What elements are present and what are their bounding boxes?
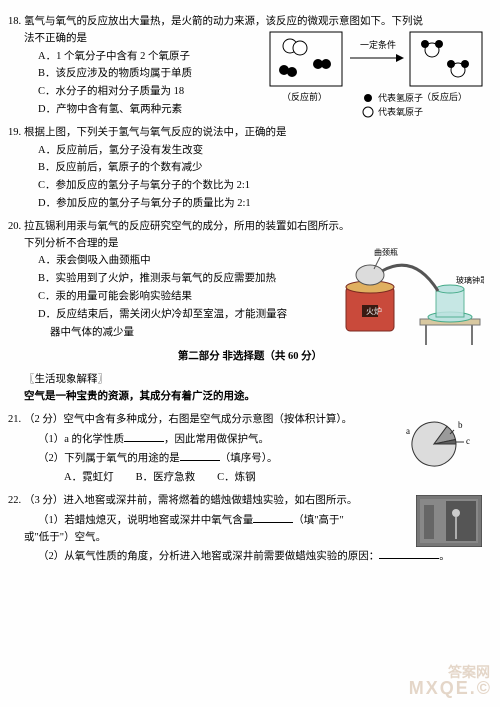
q21-number: 21. <box>8 412 21 429</box>
q21-figure: a b c <box>396 414 482 477</box>
q18-reaction-diagram: 一定条件 （反应前） （反应后） 代表氧原子 代表氢原子 <box>268 30 486 124</box>
q19-opt-c: C．参加反应的氢分子与氧分子的个数比为 2:1 <box>38 178 476 195</box>
q21-s1b: ，因此常用做保护气。 <box>164 434 269 445</box>
bell-jar-label: 玻璃钟罩 <box>456 275 484 285</box>
cellar-candle <box>416 495 482 547</box>
question-19: 19. 根据上图，下列关于氢气与氧气反应的说法中，正确的是 A．反应前后，氢分子… <box>24 125 476 213</box>
q18-right-box-label: （反应后） <box>422 91 467 102</box>
q21-s2: （2）下列属于氧气的用途的是 <box>38 453 180 464</box>
lavoisier-apparatus: 玻璃钟罩 火炉 曲颈瓶 <box>334 241 484 351</box>
air-pie-chart: a b c <box>396 414 482 470</box>
q21-opt-c: C．炼钢 <box>217 470 256 487</box>
arrow-label-text: 一定条件 <box>360 39 396 50</box>
watermark: MXQE.© <box>409 674 492 703</box>
q19-opt-a: A．反应前后，氢分子没有发生改变 <box>38 143 476 160</box>
q21-s2t: （填序号）。 <box>220 453 278 464</box>
q19-opt-d: D．参加反应的氢分子与氧分子的质量比为 2:1 <box>38 196 476 213</box>
q22-s1a: （1）若蜡烛熄灭，说明地窖或深井中氧气含量 <box>38 515 253 526</box>
furnace-label-icon: 火炉 <box>366 306 382 316</box>
q22-s2a: （2）从氧气性质的角度，分析进入地窖或深井前需要做蜡烛实验的原因： <box>38 551 379 562</box>
question-21: 21. （2 分）空气中含有多种成分，右图是空气成分示意图（按体积计算）。 （1… <box>24 412 476 487</box>
question-18: 18. 氢气与氧气的反应放出大量热，是火箭的动力来源，该反应的微观示意图如下。下… <box>24 14 476 119</box>
q22-stem: （3 分）进入地窖或深井前，需将燃着的蜡烛做蜡烛实验，如右图所示。 <box>24 493 476 510</box>
q18-left-box-label: （反应前） <box>282 91 327 102</box>
q19-stem: 根据上图，下列关于氢气与氧气反应的说法中，正确的是 <box>24 125 476 142</box>
question-20: 20. 拉瓦锡利用汞与氧气的反应研究空气的成分，所用的装置如右图所示。 下列分析… <box>24 219 476 342</box>
q18-stem1: 氢气与氧气的反应放出大量热，是火箭的动力来源，该反应的微观示意图如下。下列说 <box>24 14 476 31</box>
question-22: 22. （3 分）进入地窖或深井前，需将燃着的蜡烛做蜡烛实验，如右图所示。 （1… <box>24 493 476 566</box>
retort-label: 曲颈瓶 <box>374 247 398 257</box>
q22-s1c: 或"低于"）空气。 <box>24 530 476 547</box>
blank-2 <box>180 450 220 461</box>
topic-category: 〖生活现象解释〗 <box>24 372 476 389</box>
q20-stem1: 拉瓦锡利用汞与氧气的反应研究空气的成分，所用的装置如右图所示。 <box>24 219 476 236</box>
legend-oxygen: 代表氧原子 <box>378 106 423 117</box>
topic-bold: 空气是一种宝贵的资源，其成分有着广泛的用途。 <box>24 389 476 406</box>
pie-label-a: a <box>406 426 410 436</box>
pie-label-c: c <box>466 436 470 446</box>
q21-opt-b: B．医疗急救 <box>136 470 196 487</box>
q18-number: 18. <box>8 14 21 31</box>
q21-s1a: （1）a 的化学性质 <box>38 434 124 445</box>
q21-opt-a: A．霓虹灯 <box>64 470 114 487</box>
q19-opt-b: B．反应前后，氧原子的个数有减少 <box>38 160 476 177</box>
q22-s1b: （填"高于" <box>293 515 344 526</box>
q20-figure: 玻璃钟罩 火炉 曲颈瓶 <box>334 241 484 358</box>
q22-number: 22. <box>8 493 21 510</box>
q18-figure: 一定条件 （反应前） （反应后） 代表氧原子 代表氢原子 <box>268 30 486 131</box>
blank-3 <box>253 512 293 523</box>
blank-1 <box>124 431 164 442</box>
topic-block: 〖生活现象解释〗 空气是一种宝贵的资源，其成分有着广泛的用途。 <box>24 372 476 406</box>
legend-hydrogen: 代表氢原子 <box>378 92 423 103</box>
q22-figure <box>416 495 482 554</box>
q22-sub1: （1）若蜡烛熄灭，说明地窖或深井中氧气含量 （填"高于" <box>38 512 476 530</box>
q22-sub2: （2）从氧气性质的角度，分析进入地窖或深井前需要做蜡烛实验的原因：。 <box>38 548 476 566</box>
q19-number: 19. <box>8 125 21 142</box>
q20-number: 20. <box>8 219 21 236</box>
pie-label-b: b <box>458 420 463 430</box>
